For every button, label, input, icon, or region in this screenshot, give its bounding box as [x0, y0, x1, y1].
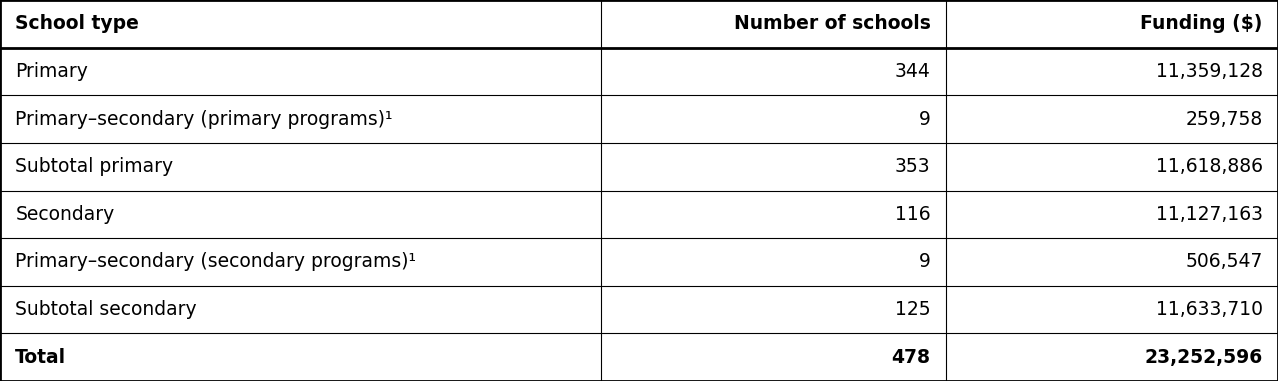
- Text: 344: 344: [895, 62, 930, 81]
- Text: 9: 9: [919, 110, 930, 128]
- Text: 506,547: 506,547: [1185, 253, 1263, 271]
- Text: 353: 353: [895, 157, 930, 176]
- Text: 23,252,596: 23,252,596: [1144, 348, 1263, 367]
- Text: School type: School type: [15, 14, 139, 33]
- Text: Primary–secondary (secondary programs)¹: Primary–secondary (secondary programs)¹: [15, 253, 417, 271]
- Text: Subtotal primary: Subtotal primary: [15, 157, 174, 176]
- Text: 11,127,163: 11,127,163: [1155, 205, 1263, 224]
- Text: 125: 125: [895, 300, 930, 319]
- Text: Primary–secondary (primary programs)¹: Primary–secondary (primary programs)¹: [15, 110, 392, 128]
- Text: 478: 478: [891, 348, 930, 367]
- Text: Total: Total: [15, 348, 66, 367]
- Text: 11,618,886: 11,618,886: [1155, 157, 1263, 176]
- Text: 11,633,710: 11,633,710: [1155, 300, 1263, 319]
- Text: Subtotal secondary: Subtotal secondary: [15, 300, 197, 319]
- Text: Funding ($): Funding ($): [1140, 14, 1263, 33]
- Text: Number of schools: Number of schools: [734, 14, 930, 33]
- Text: 9: 9: [919, 253, 930, 271]
- Text: 259,758: 259,758: [1186, 110, 1263, 128]
- Text: Primary: Primary: [15, 62, 88, 81]
- Text: Secondary: Secondary: [15, 205, 115, 224]
- Text: 11,359,128: 11,359,128: [1155, 62, 1263, 81]
- Text: 116: 116: [895, 205, 930, 224]
